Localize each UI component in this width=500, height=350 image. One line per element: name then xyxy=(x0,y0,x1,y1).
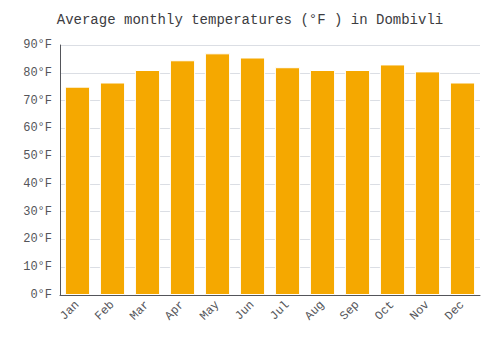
svg-text:0°F: 0°F xyxy=(30,288,52,302)
svg-text:Feb: Feb xyxy=(92,298,117,323)
svg-text:Mar: Mar xyxy=(127,298,152,323)
svg-text:10°F: 10°F xyxy=(23,260,52,274)
svg-text:Dec: Dec xyxy=(442,298,467,323)
svg-text:Aug: Aug xyxy=(302,298,327,323)
svg-text:Jun: Jun xyxy=(232,298,257,323)
svg-text:Apr: Apr xyxy=(162,298,187,323)
svg-text:70°F: 70°F xyxy=(23,94,52,108)
svg-text:30°F: 30°F xyxy=(23,205,52,219)
svg-text:50°F: 50°F xyxy=(23,149,52,163)
svg-text:Average monthly temperatures (: Average monthly temperatures (°F ) in Do… xyxy=(57,12,443,28)
svg-text:60°F: 60°F xyxy=(23,121,52,135)
svg-text:Jul: Jul xyxy=(267,298,292,323)
svg-text:Oct: Oct xyxy=(372,298,397,323)
svg-text:20°F: 20°F xyxy=(23,232,52,246)
svg-text:Jan: Jan xyxy=(57,298,82,323)
svg-text:May: May xyxy=(197,298,222,323)
svg-text:40°F: 40°F xyxy=(23,177,52,191)
svg-text:Nov: Nov xyxy=(407,298,432,323)
svg-text:80°F: 80°F xyxy=(23,66,52,80)
svg-text:Sep: Sep xyxy=(337,298,362,323)
svg-text:90°F: 90°F xyxy=(23,38,52,52)
